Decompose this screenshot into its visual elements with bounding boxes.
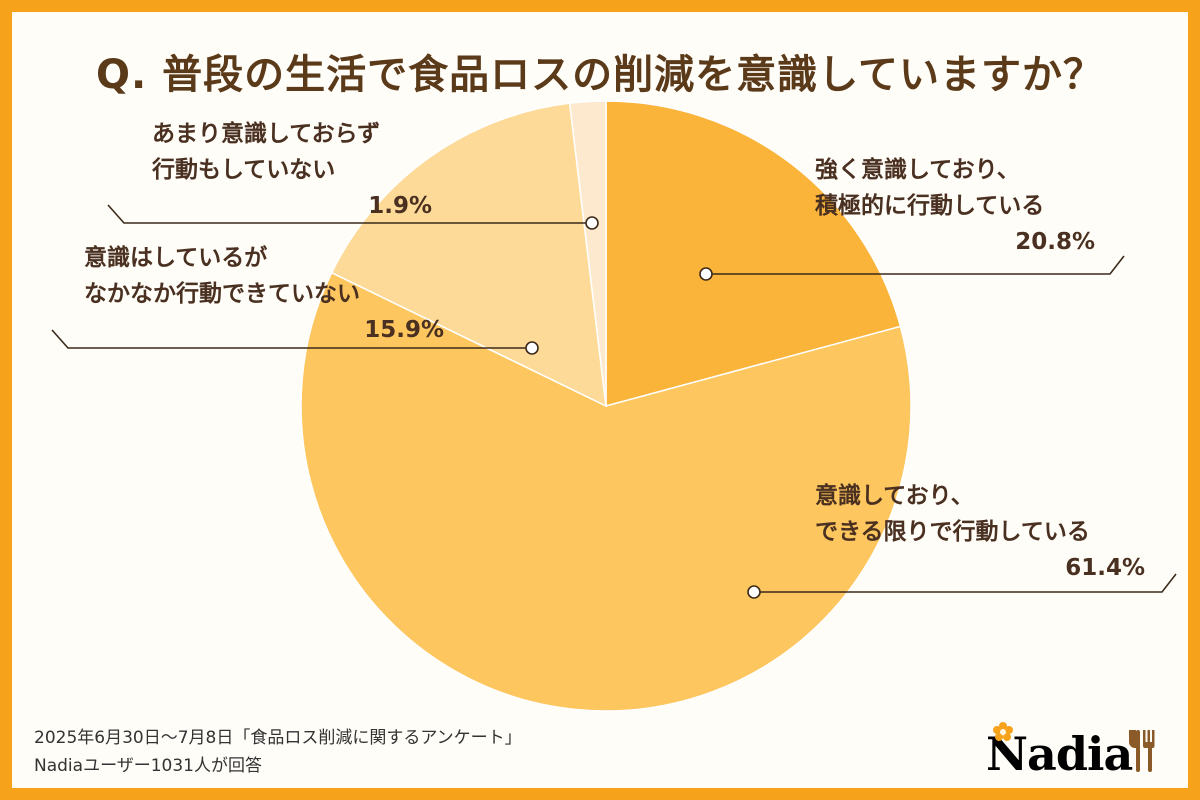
slice-aware-acting — [300, 271, 912, 712]
slice-strongly-aware — [605, 100, 902, 407]
pie-chart — [51, 100, 1177, 712]
label-not-aware: あまり意識しておらず 行動もしていない 1.9% — [152, 116, 432, 224]
chart-panel: Q. 普段の生活で食品ロスの削減を意識していますか？ 強く意識しており、 積極的… — [12, 12, 1188, 788]
leader-lines — [51, 204, 1177, 599]
leader-aware-not-acting-dot — [525, 341, 539, 355]
label-strongly-aware-line2: 積極的に行動している — [815, 193, 1045, 219]
leader-not-aware — [107, 204, 592, 224]
label-strongly-aware: 強く意識しており、 積極的に行動している 20.8% — [815, 152, 1095, 260]
survey-period: 2025年6月30日〜7月8日「食品ロス削減に関するアンケート」 — [34, 728, 522, 748]
label-aware-acting: 意識しており、 できる限りで行動している 61.4% — [815, 478, 1145, 586]
nadia-logo-graphic: Nadia — [986, 722, 1155, 781]
nadia-logo: Nadia — [986, 720, 1176, 788]
survey-respondents: Nadiaユーザー1031人が回答 — [34, 756, 262, 776]
flower-icon — [993, 722, 1013, 741]
leader-not-aware-dot — [585, 216, 599, 230]
label-aware-not-acting: 意識はしているが なかなか行動できていない 15.9% — [84, 240, 444, 348]
survey-note: 2025年6月30日〜7月8日「食品ロス削減に関するアンケート」 Nadiaユー… — [34, 724, 522, 780]
fork-knife-icon — [1129, 730, 1155, 772]
label-aware-not-acting-value: 15.9% — [364, 317, 444, 343]
label-aware-acting-line2: できる限りで行動している — [815, 519, 1090, 545]
label-strongly-aware-line1: 強く意識しており、 — [815, 157, 1020, 183]
label-aware-acting-value: 61.4% — [1065, 555, 1145, 581]
label-not-aware-line1: あまり意識しておらず — [152, 121, 381, 147]
slice-aware-not-acting — [330, 102, 607, 408]
pie-slices — [300, 100, 912, 712]
slice-not-aware — [568, 100, 607, 407]
label-not-aware-value: 1.9% — [368, 193, 432, 219]
label-aware-not-acting-line2: なかなか行動できていない — [84, 281, 360, 307]
leader-aware-acting-dot — [747, 585, 761, 599]
leader-strongly-aware — [706, 255, 1125, 275]
label-strongly-aware-value: 20.8% — [1015, 229, 1095, 255]
label-aware-not-acting-line1: 意識はしているが — [84, 245, 268, 271]
chart-title: Q. 普段の生活で食品ロスの削減を意識していますか？ — [96, 52, 1104, 98]
label-not-aware-line2: 行動もしていない — [152, 157, 336, 183]
leader-aware-not-acting — [51, 329, 532, 349]
label-aware-acting-line1: 意識しており、 — [815, 483, 974, 509]
leader-aware-acting — [754, 573, 1177, 593]
leader-strongly-aware-dot — [699, 267, 713, 281]
